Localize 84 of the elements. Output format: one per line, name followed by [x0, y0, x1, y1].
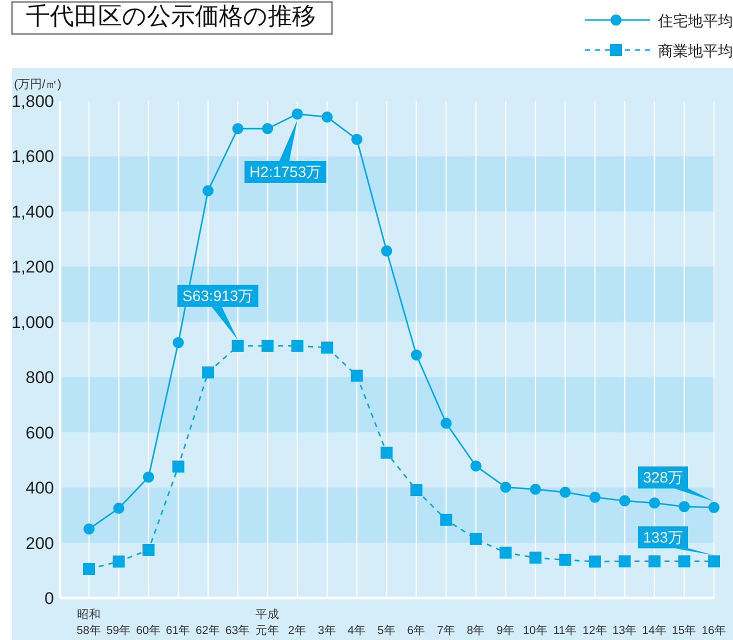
x-tick-label: 昭和58年: [76, 608, 102, 637]
point: [232, 340, 244, 352]
y-tick-label: 1,800: [11, 92, 54, 111]
x-tick-label: 2年: [288, 624, 307, 637]
point: [291, 340, 304, 352]
point: [84, 523, 94, 534]
point: [410, 484, 422, 496]
point: [202, 185, 214, 196]
point: [380, 446, 393, 459]
point: [560, 486, 571, 498]
point: [500, 546, 512, 559]
x-tick-label: 15年: [672, 624, 697, 637]
x-tick-label: 62年: [196, 624, 220, 637]
x-tick-label: 13年: [612, 624, 638, 637]
annotation: H2:1753万: [249, 164, 322, 181]
point: [381, 245, 392, 256]
point: [559, 554, 572, 566]
point: [708, 555, 720, 568]
point: [470, 460, 482, 472]
x-tick-label: 60年: [136, 624, 161, 637]
x-tick-label: 63年: [225, 624, 250, 637]
x-tick-label: 8年: [466, 624, 486, 637]
y-axis-title: (万円/㎡): [14, 77, 62, 91]
x-tick-label: 14年: [642, 624, 667, 637]
y-tick-label: 200: [26, 534, 54, 553]
annotation: 328万: [642, 469, 683, 486]
y-tick-label: 1,600: [11, 147, 54, 166]
point: [619, 495, 630, 506]
y-tick-label: 1,200: [11, 258, 54, 277]
point: [648, 498, 660, 509]
point: [530, 484, 541, 495]
point: [648, 555, 660, 568]
point: [113, 502, 124, 514]
y-tick-label: 1,000: [11, 312, 54, 332]
x-tick-label: 10年: [523, 624, 548, 637]
x-tick-label: 61年: [166, 624, 191, 637]
x-tick-label: 9年: [496, 624, 515, 637]
x-tick-label: 16年: [702, 624, 726, 637]
x-tick-label: 11年: [553, 624, 578, 637]
point: [143, 472, 154, 483]
point: [678, 501, 690, 512]
legend-label: 住宅地平均: [657, 13, 733, 30]
chart-title: 千代田区の公示価格の推移: [26, 3, 316, 30]
legend-label: 商業地平均: [658, 43, 733, 60]
point: [589, 492, 600, 503]
x-tick-label: 平成元年: [256, 608, 280, 637]
annotation: S63:913万: [182, 288, 254, 305]
point: [83, 563, 95, 576]
point: [322, 112, 333, 123]
x-tick-label: 5年: [377, 624, 396, 637]
x-tick-label: 59年: [106, 624, 132, 637]
point: [529, 552, 542, 564]
point: [678, 555, 690, 568]
point: [351, 134, 362, 145]
point: [172, 460, 184, 473]
point: [112, 556, 125, 568]
point: [262, 123, 274, 134]
y-tick-label: 400: [26, 478, 54, 498]
point: [618, 555, 631, 568]
point: [321, 342, 334, 354]
y-tick-label: 0: [44, 589, 54, 608]
point: [350, 370, 363, 382]
x-tick-label: 4年: [348, 624, 366, 637]
x-tick-label: 6年: [407, 624, 426, 637]
x-tick-label: 3年: [318, 624, 336, 637]
point: [500, 482, 512, 493]
y-tick-label: 600: [26, 423, 54, 442]
point: [410, 350, 422, 361]
y-tick-label: 1,400: [11, 202, 54, 222]
annotation: 133万: [642, 529, 683, 546]
point: [440, 418, 452, 429]
point: [202, 366, 214, 378]
x-tick-label: 7年: [436, 624, 456, 637]
point: [708, 502, 720, 513]
point: [262, 340, 274, 352]
point: [232, 123, 244, 134]
point: [142, 544, 155, 556]
point: [440, 514, 452, 526]
y-tick-label: 800: [26, 368, 54, 388]
point: [470, 532, 482, 545]
point: [172, 337, 184, 348]
point: [588, 556, 601, 568]
x-tick-label: 12年: [582, 624, 608, 637]
point: [292, 108, 303, 120]
